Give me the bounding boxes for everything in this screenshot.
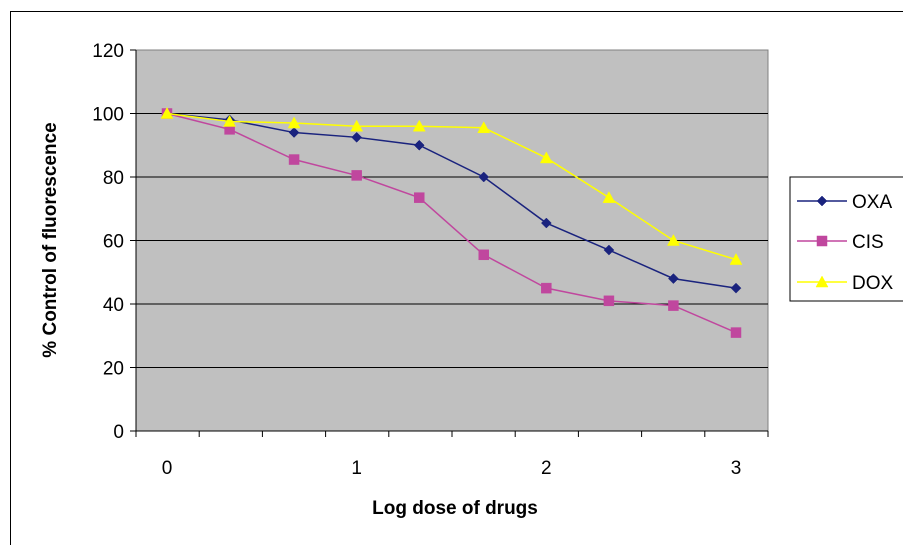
series-line — [166, 112, 737, 334]
y-tick-label: 60 — [103, 232, 124, 253]
data-point — [602, 191, 616, 203]
data-point — [539, 151, 553, 164]
x-axis-ticks: 0 1 2 3 — [135, 431, 769, 479]
data-point — [414, 192, 425, 203]
x-tick-label: 1 — [351, 458, 362, 479]
y-tick-label: 80 — [103, 168, 124, 189]
data-point — [223, 114, 237, 127]
data-point — [478, 249, 489, 261]
gridlines — [136, 113, 768, 368]
data-point — [477, 121, 491, 134]
y-axis-ticks: 0 20 40 60 80 100 120 — [92, 41, 136, 443]
data-point — [413, 139, 425, 151]
data-point — [815, 275, 829, 288]
data-point — [540, 217, 552, 229]
y-tick-label: 120 — [92, 41, 124, 62]
legend-label: DOX — [852, 273, 894, 294]
data-point — [816, 195, 828, 207]
data-point — [160, 106, 174, 119]
data-point — [412, 119, 426, 132]
data-point — [816, 235, 828, 247]
y-tick-label: 40 — [103, 295, 124, 316]
y-tick-label: 0 — [113, 422, 124, 443]
series-line — [166, 112, 737, 261]
series-dox — [160, 106, 743, 265]
series-cis — [161, 108, 742, 338]
data-point — [350, 119, 364, 132]
data-point — [541, 282, 552, 294]
x-axis-title: Log dose of drugs — [372, 498, 538, 519]
data-point — [287, 116, 301, 129]
y-tick-label: 100 — [92, 105, 124, 126]
data-point — [603, 244, 615, 256]
data-point — [666, 233, 680, 246]
data-point — [730, 327, 742, 338]
data-point — [730, 282, 742, 294]
data-point — [351, 131, 363, 143]
data-point — [288, 127, 300, 138]
data-point — [668, 300, 679, 311]
data-point — [603, 295, 615, 307]
legend-box — [789, 176, 903, 302]
legend: OXA CIS DOX — [789, 176, 903, 302]
data-point — [668, 273, 679, 284]
data-point — [288, 154, 300, 165]
y-tick-label: 20 — [103, 359, 124, 380]
series-line — [166, 112, 737, 289]
data-point — [478, 171, 490, 183]
series-oxa — [161, 108, 742, 294]
series-layer — [160, 106, 743, 338]
x-tick-label: 0 — [162, 458, 173, 479]
legend-label: CIS — [852, 232, 884, 253]
x-tick-label: 2 — [541, 458, 552, 479]
y-axis-title: % Control of fluorescence — [40, 122, 61, 357]
chart-frame — [10, 11, 903, 545]
x-tick-label: 3 — [731, 458, 742, 479]
data-point — [729, 253, 743, 265]
data-point — [351, 170, 362, 181]
legend-label: OXA — [852, 192, 892, 213]
